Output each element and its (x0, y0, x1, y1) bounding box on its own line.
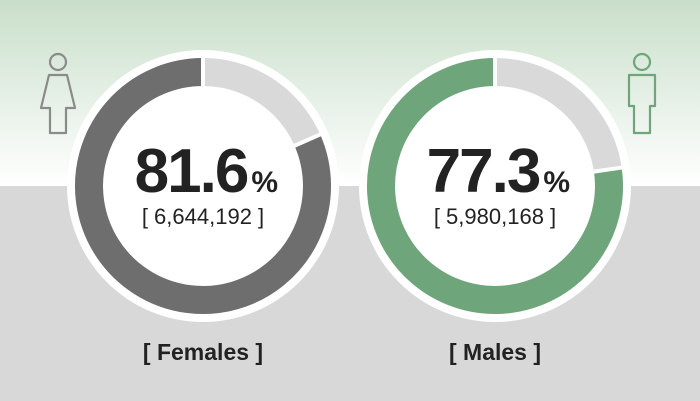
person-icon (627, 52, 657, 135)
icon-head (632, 52, 652, 72)
count-label: [ 6,644,192 ] (142, 204, 264, 229)
group-name: [ Males ] (449, 339, 541, 365)
person-icon (39, 52, 77, 135)
percent-unit: % (543, 166, 570, 199)
percent-value: 77.3 (427, 137, 540, 206)
donut-arc (75, 58, 331, 314)
arc-separator (292, 132, 322, 148)
arc-separator (592, 165, 623, 174)
icon-head (48, 52, 68, 72)
donut-arc (367, 58, 623, 314)
icon-body (39, 73, 77, 135)
count-label: [ 5,980,168 ] (434, 204, 556, 229)
group-name: [ Females ] (143, 339, 263, 365)
icon-body (627, 73, 657, 135)
percent-unit: % (251, 166, 278, 199)
donut-chart: 77.3 % [ 5,980,168 ] [ Males ] (359, 50, 631, 365)
donut-inner (396, 87, 594, 285)
donut-chart: 81.6 % [ 6,644,192 ] [ Females ] (67, 50, 339, 365)
donut-inner (104, 87, 302, 285)
percent-value: 81.6 (135, 137, 248, 206)
